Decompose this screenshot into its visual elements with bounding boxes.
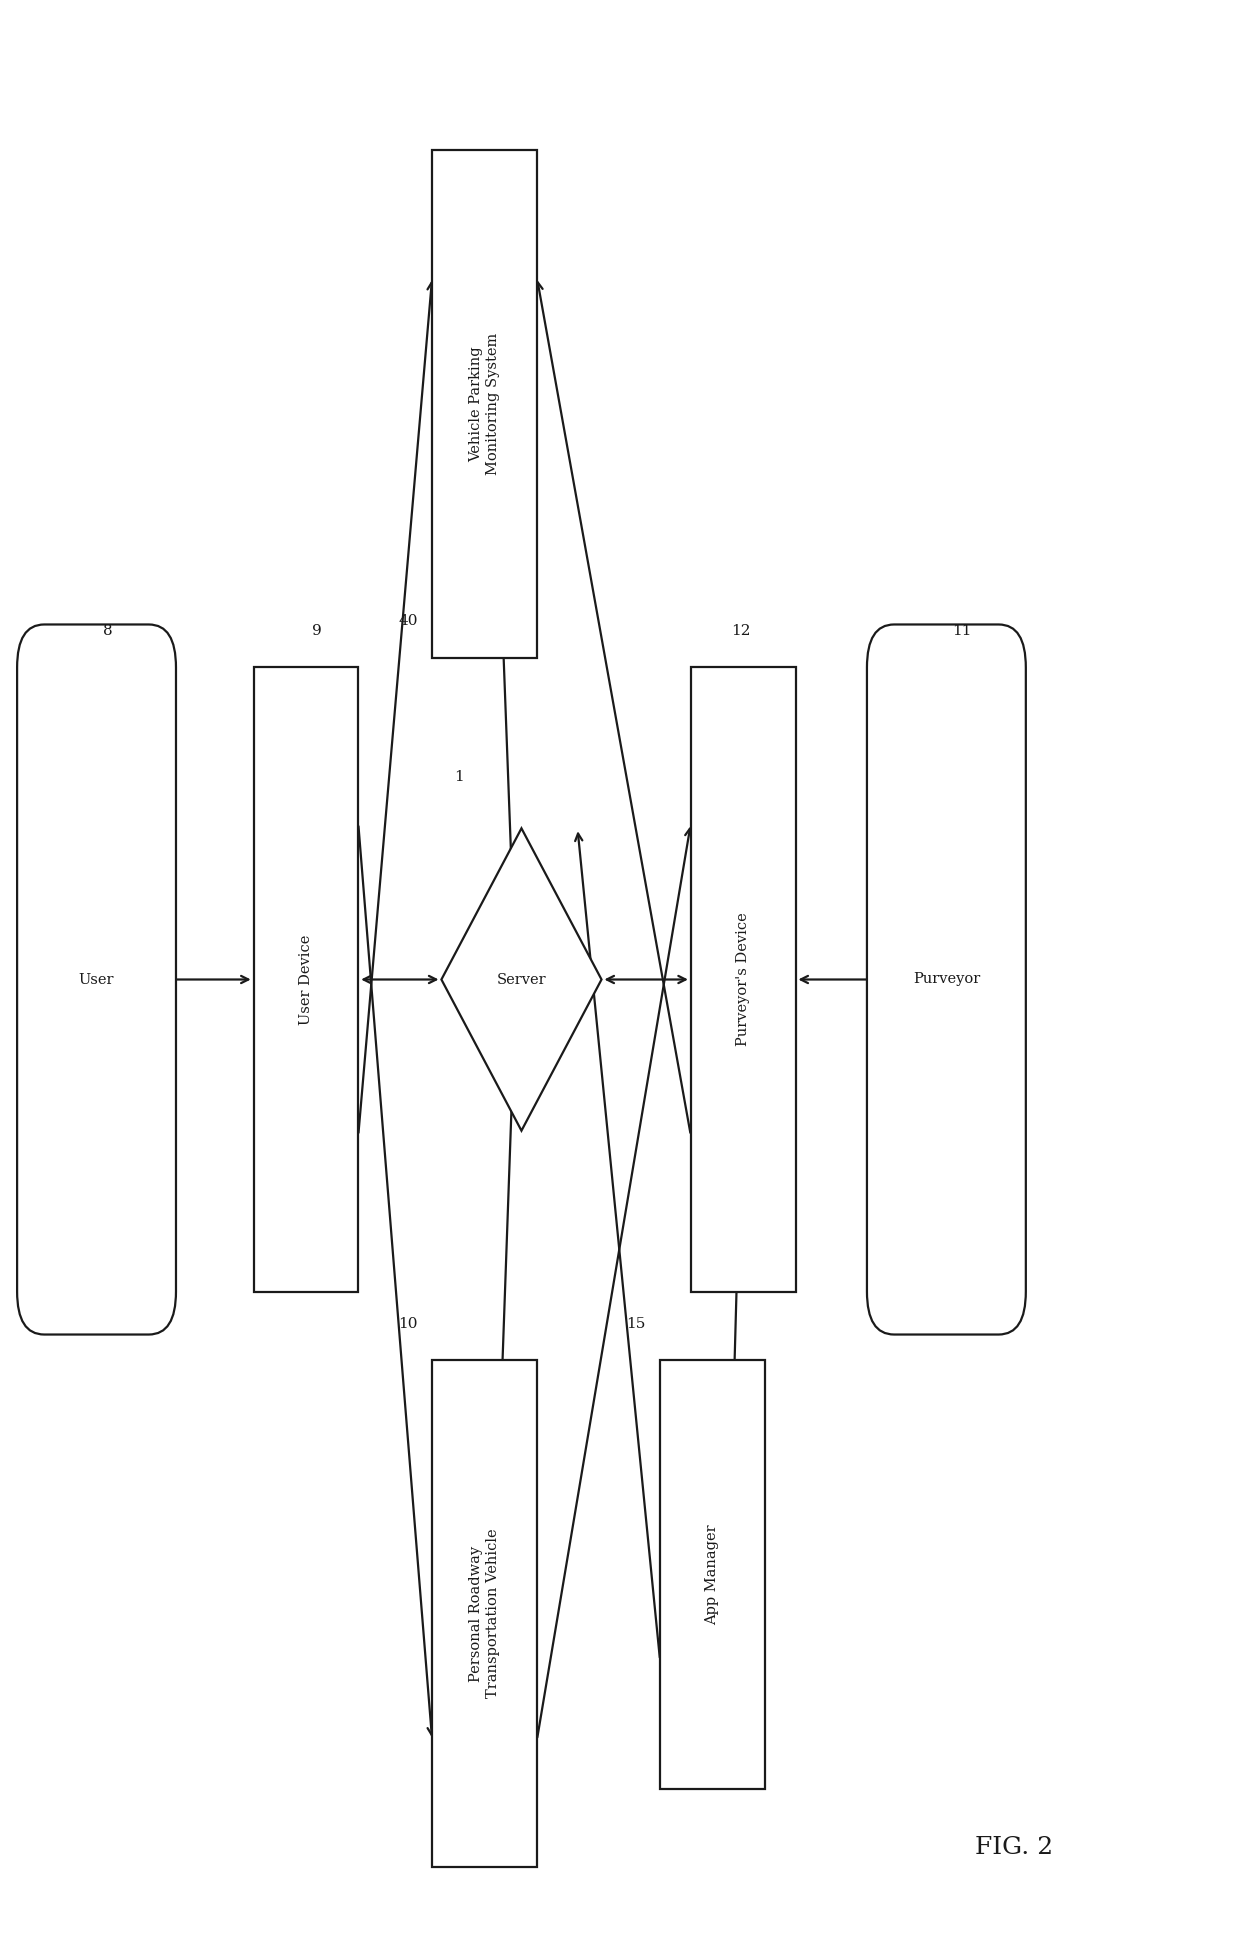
Text: Purveyor: Purveyor <box>913 972 980 987</box>
Text: 10: 10 <box>398 1316 418 1330</box>
Text: 12: 12 <box>730 625 750 639</box>
Text: App Manager: App Manager <box>706 1524 719 1624</box>
Bar <box>433 1360 537 1867</box>
FancyBboxPatch shape <box>867 625 1025 1334</box>
Text: Purveyor's Device: Purveyor's Device <box>737 913 750 1046</box>
Text: 9: 9 <box>312 625 322 639</box>
Text: User Device: User Device <box>299 934 312 1025</box>
Bar <box>253 668 358 1291</box>
Text: 15: 15 <box>626 1316 646 1330</box>
Text: 8: 8 <box>103 625 113 639</box>
Text: User: User <box>79 972 114 987</box>
Text: FIG. 2: FIG. 2 <box>975 1836 1053 1859</box>
Bar <box>660 1360 765 1789</box>
Bar <box>433 151 537 658</box>
Text: 40: 40 <box>398 615 418 629</box>
FancyBboxPatch shape <box>17 625 176 1334</box>
Text: Server: Server <box>497 972 547 987</box>
Text: Vehicle Parking
Monitoring System: Vehicle Parking Monitoring System <box>470 333 500 476</box>
Text: Personal Roadway
Transportation Vehicle: Personal Roadway Transportation Vehicle <box>470 1528 500 1698</box>
Bar <box>691 668 796 1291</box>
Text: 1: 1 <box>454 770 464 784</box>
Polygon shape <box>441 829 601 1130</box>
Text: 11: 11 <box>952 625 972 639</box>
